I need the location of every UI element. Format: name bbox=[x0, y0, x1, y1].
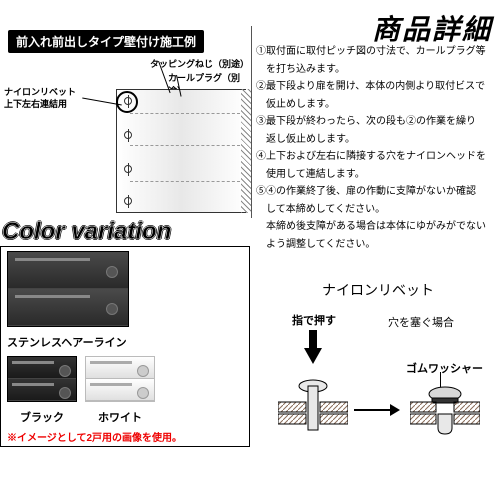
label-tapping-screw: タッピングねじ（別途） bbox=[150, 57, 249, 70]
mailbox-slot bbox=[8, 289, 128, 326]
instruction-step: ②最下段より扉を開け、本体の内側より取付ビスで bbox=[256, 79, 496, 95]
rivet-diagram: 指で押す 穴を塞ぐ場合 ゴムワッシャー bbox=[260, 312, 496, 462]
page-title: 商品詳細 bbox=[372, 8, 492, 48]
product-hairline: ステンレスヘアーライン bbox=[7, 251, 243, 350]
screw-hole bbox=[124, 165, 132, 173]
mailbox-slot bbox=[86, 357, 154, 379]
mailbox-image-black bbox=[7, 356, 77, 402]
rivet-title: ナイロンリベット bbox=[260, 280, 496, 300]
instruction-step: して本締めしてください。 bbox=[256, 202, 496, 218]
color-variation-section: Color variation ステンレスヘアーライン ブラック bbox=[0, 218, 252, 447]
highlight-circle bbox=[116, 91, 138, 113]
mailbox-image-hairline bbox=[7, 251, 129, 327]
instruction-step: 仮止めします。 bbox=[256, 97, 496, 113]
guide-line bbox=[130, 181, 240, 182]
install-diagram-section: 前入れ前出しタイプ壁付け施工例 タッピングねじ（別途） カールプラグ（別途） ナ… bbox=[0, 26, 252, 218]
wall-hatch bbox=[241, 89, 251, 213]
product-label: ステンレスヘアーライン bbox=[7, 334, 243, 350]
mailbox-slot bbox=[86, 379, 154, 401]
push-label: 指で押す bbox=[290, 312, 338, 328]
instruction-step: 使用して連結します。 bbox=[256, 167, 496, 183]
rivet-before bbox=[278, 370, 348, 455]
instruction-step: 本締め後支障がある場合は本体にゆがみがでない bbox=[256, 219, 496, 235]
mailbox-slot bbox=[8, 357, 76, 379]
instruction-step: よう調整してください。 bbox=[256, 237, 496, 253]
hole-label: 穴を塞ぐ場合 bbox=[388, 314, 454, 330]
screw-hole bbox=[124, 131, 132, 139]
instruction-step: を打ち込みます。 bbox=[256, 62, 496, 78]
product-label: ブラック bbox=[7, 409, 77, 425]
right-arrow-icon bbox=[354, 400, 400, 425]
screw-hole bbox=[124, 197, 132, 205]
diagram-banner: 前入れ前出しタイプ壁付け施工例 bbox=[8, 30, 204, 53]
instruction-step: ④上下および左右に隣接する穴をナイロンヘッドを bbox=[256, 149, 496, 165]
instruction-step: 返し仮止めします。 bbox=[256, 132, 496, 148]
instruction-list: ①取付面に取付ピッチ図の寸法で、カールプラグ等 を打ち込みます。 ②最下段より扉… bbox=[256, 44, 496, 254]
product-black: ブラック bbox=[7, 356, 77, 425]
label-nylon-rivet-sub: 上下左右連結用 bbox=[4, 97, 67, 110]
mailbox-image-white bbox=[85, 356, 155, 402]
mailbox-slot bbox=[8, 379, 76, 401]
down-arrow-icon bbox=[304, 330, 322, 364]
rivet-after bbox=[410, 370, 480, 455]
instruction-step: ⑤④の作業終了後、扉の作動に支障がないか確認 bbox=[256, 184, 496, 200]
nylon-rivet-section: ナイロンリベット 指で押す 穴を塞ぐ場合 ゴムワッシャー bbox=[260, 280, 496, 462]
guide-line bbox=[130, 145, 240, 146]
guide-line bbox=[130, 113, 240, 114]
color-variation-title: Color variation bbox=[0, 218, 252, 246]
color-variation-box: ステンレスヘアーライン ブラック ホワイト ※イメージとして2戸用の画像を使用。 bbox=[0, 246, 250, 447]
product-label: ホワイト bbox=[85, 409, 155, 425]
instruction-step: ①取付面に取付ピッチ図の寸法で、カールプラグ等 bbox=[256, 44, 496, 60]
diagram-canvas: タッピングねじ（別途） カールプラグ（別途） ナイロンリベット 上下左右連結用 bbox=[0, 53, 251, 213]
instruction-step: ③最下段が終わったら、次の段も②の作業を繰り bbox=[256, 114, 496, 130]
product-white: ホワイト bbox=[85, 356, 155, 425]
mailbox-slot bbox=[8, 252, 128, 289]
color-note: ※イメージとして2戸用の画像を使用。 bbox=[7, 429, 243, 444]
